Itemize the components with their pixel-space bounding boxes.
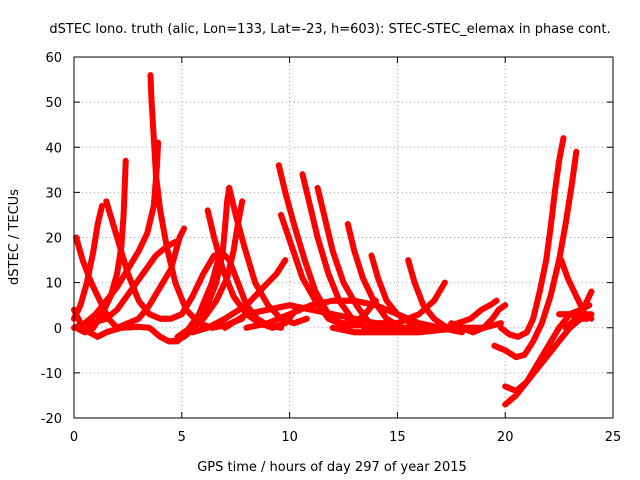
series-26 [497, 135, 567, 340]
series-markers [441, 297, 500, 331]
y-tick-label: 0 [54, 322, 62, 337]
y-tick-label: -20 [41, 412, 62, 427]
y-tick-label: 30 [45, 186, 62, 201]
x-tick-label: 20 [497, 430, 514, 445]
y-axis-label: dSTEC / TECUs [7, 189, 22, 285]
y-tick-label: 60 [45, 51, 62, 66]
series-25 [441, 297, 500, 331]
y-tick-label: -10 [41, 367, 62, 382]
series-6 [103, 198, 218, 322]
series-markers [174, 198, 246, 340]
series-markers [221, 279, 448, 331]
series-markers [189, 257, 289, 336]
plot-frame [73, 56, 614, 419]
x-tick-label: 10 [281, 430, 298, 445]
x-tick-label: 25 [605, 430, 622, 445]
y-tick-label: 50 [45, 96, 62, 111]
series-markers [497, 135, 567, 340]
chart-title: dSTEC Iono. truth (alic, Lon=133, Lat=-2… [49, 22, 610, 37]
y-tick-label: 10 [45, 277, 62, 292]
series-27 [491, 148, 580, 361]
y-tick-label: 40 [45, 141, 62, 156]
series-32 [562, 288, 595, 331]
series-12 [226, 184, 310, 327]
y-tick-label: 20 [45, 232, 62, 247]
series-markers [103, 198, 218, 322]
series-markers [562, 288, 595, 331]
x-tick-label: 0 [70, 430, 78, 445]
series-markers [491, 148, 580, 361]
x-tick-label: 5 [178, 430, 186, 445]
series-group [71, 72, 595, 408]
x-axis-label: GPS time / hours of day 297 of year 2015 [197, 460, 467, 475]
series-31 [558, 257, 595, 322]
x-tick-label: 15 [389, 430, 406, 445]
series-17 [314, 184, 401, 331]
series-21 [221, 279, 448, 331]
series-13 [189, 257, 289, 336]
